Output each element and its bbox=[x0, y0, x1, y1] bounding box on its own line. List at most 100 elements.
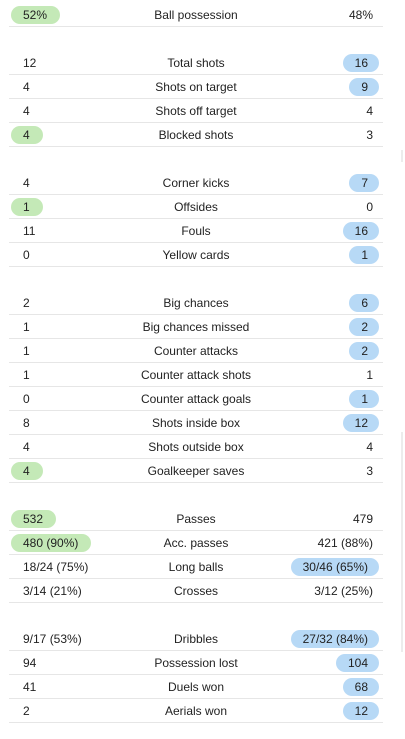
away-value: 9 bbox=[349, 78, 379, 96]
stat-row-shots-on-target: Shots on target 4 9 bbox=[9, 75, 383, 99]
home-value: 52% bbox=[11, 6, 61, 24]
home-value: 4 bbox=[11, 462, 43, 480]
home-value: 1 bbox=[23, 344, 30, 358]
away-value: 2 bbox=[349, 342, 379, 360]
stat-label: Yellow cards bbox=[162, 248, 230, 262]
home-value: 0 bbox=[23, 248, 30, 262]
away-value: 1 bbox=[366, 368, 373, 382]
stat-row-dribbles: Dribbles 9/17 (53%) 27/32 (84%) bbox=[9, 627, 383, 651]
stat-label: Acc. passes bbox=[163, 536, 229, 550]
away-value: 48% bbox=[348, 8, 373, 22]
away-value: 4 bbox=[366, 440, 373, 454]
stat-label: Counter attack goals bbox=[140, 392, 252, 406]
stat-row-shots-outside-box: Shots outside box 4 4 bbox=[9, 435, 383, 459]
away-value: 30/46 (65%) bbox=[290, 558, 379, 576]
home-value: 1 bbox=[23, 320, 30, 334]
stat-group: Corner kicks 4 7 Offsides 1 0 Fouls 11 16 Yellow … bbox=[9, 171, 383, 267]
home-value: 532 bbox=[11, 510, 57, 528]
home-value: 4 bbox=[23, 80, 30, 94]
away-value: 3/12 (25%) bbox=[314, 584, 373, 598]
home-value: 12 bbox=[23, 56, 37, 70]
stat-group: Dribbles 9/17 (53%) 27/32 (84%) Possession … bbox=[9, 627, 383, 723]
home-value: 2 bbox=[23, 704, 30, 718]
stat-row-possession-lost: Possession lost 94 104 bbox=[9, 651, 383, 675]
stat-row-shots-off-target: Shots off target 4 4 bbox=[9, 99, 383, 123]
stat-row-goalkeeper-saves: Goalkeeper saves 4 3 bbox=[9, 459, 383, 483]
home-value: 1 bbox=[11, 198, 43, 216]
home-value: 1 bbox=[23, 368, 30, 382]
stat-label: Counter attacks bbox=[153, 344, 239, 358]
away-value: 3 bbox=[366, 128, 373, 142]
away-value: 16 bbox=[342, 54, 379, 72]
away-value: 0 bbox=[366, 200, 373, 214]
stat-label: Offsides bbox=[174, 200, 218, 214]
home-value: 11 bbox=[23, 224, 36, 238]
stat-label: Shots inside box bbox=[151, 416, 241, 430]
home-value: 4 bbox=[23, 440, 30, 454]
home-value: 0 bbox=[23, 392, 30, 406]
stat-row-big-chances: Big chances 2 6 bbox=[9, 291, 383, 315]
stat-label: Goalkeeper saves bbox=[147, 464, 245, 478]
away-value: 3 bbox=[366, 464, 373, 478]
stat-label: Long balls bbox=[168, 560, 224, 574]
stat-label: Dribbles bbox=[173, 632, 218, 646]
home-value: 9/17 (53%) bbox=[23, 632, 82, 646]
home-value: 18/24 (75%) bbox=[23, 560, 89, 574]
stat-label: Possession lost bbox=[154, 656, 238, 670]
stat-label: Shots on target bbox=[155, 80, 237, 94]
scrollbar-track-edge bbox=[401, 432, 403, 652]
home-value: 3/14 (21%) bbox=[23, 584, 82, 598]
stat-row-counter-attack-goals: Counter attack goals 0 1 bbox=[9, 387, 383, 411]
stat-label: Counter attack shots bbox=[140, 368, 252, 382]
stat-label: Big chances missed bbox=[142, 320, 250, 334]
stat-label: Corner kicks bbox=[162, 176, 230, 190]
home-value: 41 bbox=[23, 680, 37, 694]
away-value: 421 (88%) bbox=[317, 536, 373, 550]
stat-group: Big chances 2 6 Big chances missed 1 2 Counter… bbox=[9, 291, 383, 483]
away-value: 1 bbox=[349, 246, 379, 264]
stat-label: Passes bbox=[176, 512, 216, 526]
home-value: 4 bbox=[11, 126, 43, 144]
stat-row-acc-passes: Acc. passes 480 (90%) 421 (88%) bbox=[9, 531, 383, 555]
away-value: 16 bbox=[342, 222, 379, 240]
stat-label: Crosses bbox=[173, 584, 218, 598]
home-value: 94 bbox=[23, 656, 37, 670]
stat-row-counter-attack-shots: Counter attack shots 1 1 bbox=[9, 363, 383, 387]
stat-row-ball-possession: Ball possession 52% 48% bbox=[9, 3, 383, 27]
away-value: 12 bbox=[342, 702, 379, 720]
stat-group: Ball possession 52% 48% bbox=[9, 3, 383, 27]
stat-label: Aerials won bbox=[164, 704, 228, 718]
stat-label: Duels won bbox=[167, 680, 225, 694]
stat-row-aerials-won: Aerials won 2 12 bbox=[9, 699, 383, 723]
stat-group: Passes 532 479 Acc. passes 480 (90%) 421 (88%… bbox=[9, 507, 383, 603]
home-value: 480 (90%) bbox=[11, 534, 92, 552]
stat-row-passes: Passes 532 479 bbox=[9, 507, 383, 531]
away-value: 479 bbox=[352, 512, 373, 526]
away-value: 27/32 (84%) bbox=[290, 630, 379, 648]
scrollbar-track-edge bbox=[401, 150, 403, 162]
stat-row-total-shots: Total shots 12 16 bbox=[9, 51, 383, 75]
stat-label: Total shots bbox=[167, 56, 225, 70]
stat-row-fouls: Fouls 11 16 bbox=[9, 219, 383, 243]
stat-row-crosses: Crosses 3/14 (21%) 3/12 (25%) bbox=[9, 579, 383, 603]
stat-row-long-balls: Long balls 18/24 (75%) 30/46 (65%) bbox=[9, 555, 383, 579]
home-value: 2 bbox=[23, 296, 30, 310]
away-value: 12 bbox=[342, 414, 379, 432]
away-value: 2 bbox=[349, 318, 379, 336]
stat-row-offsides: Offsides 1 0 bbox=[9, 195, 383, 219]
away-value: 6 bbox=[349, 294, 379, 312]
stat-label: Shots outside box bbox=[148, 440, 244, 454]
home-value: 8 bbox=[23, 416, 30, 430]
stat-row-shots-inside-box: Shots inside box 8 12 bbox=[9, 411, 383, 435]
away-value: 1 bbox=[349, 390, 379, 408]
stat-label: Fouls bbox=[181, 224, 211, 238]
home-value: 4 bbox=[23, 104, 30, 118]
stat-label: Shots off target bbox=[155, 104, 237, 118]
stat-group: Total shots 12 16 Shots on target 4 9 Shots of… bbox=[9, 51, 383, 147]
home-value: 4 bbox=[23, 176, 30, 190]
stat-label: Big chances bbox=[163, 296, 229, 310]
match-statistics: Ball possession 52% 48% Total shots 12 16 Shot… bbox=[9, 3, 383, 723]
away-value: 104 bbox=[335, 654, 379, 672]
stat-row-duels-won: Duels won 41 68 bbox=[9, 675, 383, 699]
stat-row-counter-attacks: Counter attacks 1 2 bbox=[9, 339, 383, 363]
